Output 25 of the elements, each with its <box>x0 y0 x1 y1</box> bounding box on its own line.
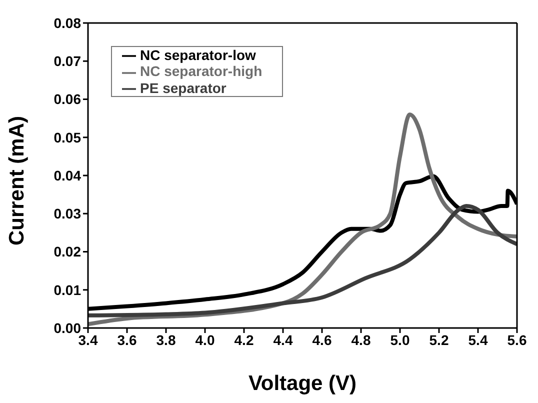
x-tick-label: 3.8 <box>156 332 176 348</box>
legend-label: NC separator-low <box>140 47 256 63</box>
x-tick-label: 4.8 <box>351 332 371 348</box>
y-tick-label: 0.02 <box>54 244 82 260</box>
x-tick-label: 5.6 <box>507 332 527 348</box>
x-tick-label: 4.6 <box>312 332 332 348</box>
x-tick-label: 3.6 <box>117 332 137 348</box>
legend-label: NC separator-high <box>140 63 262 80</box>
line-series <box>88 204 517 318</box>
y-tick-label: 0.07 <box>54 53 82 70</box>
y-tick-label: 0.04 <box>54 167 82 184</box>
x-tick-label: 4.0 <box>195 332 215 348</box>
x-tick-label: 5.2 <box>429 332 449 348</box>
y-tick-label: 0.08 <box>54 14 82 31</box>
y-tick-label: 0.03 <box>54 206 82 222</box>
x-tick-label: 5.4 <box>468 332 488 348</box>
x-tick-label: 4.2 <box>234 332 254 348</box>
x-axis-title: Voltage (V) <box>248 372 357 395</box>
x-tick-label: 4.4 <box>273 332 293 348</box>
y-tick-label: 0.01 <box>54 282 82 298</box>
y-axis-title: Current (mA) <box>5 116 28 246</box>
legend-label: PE separator <box>140 80 226 96</box>
x-tick-label: 5.0 <box>390 332 410 348</box>
y-tick-label: 0.06 <box>54 91 82 108</box>
y-tick-label: 0.05 <box>54 129 82 146</box>
